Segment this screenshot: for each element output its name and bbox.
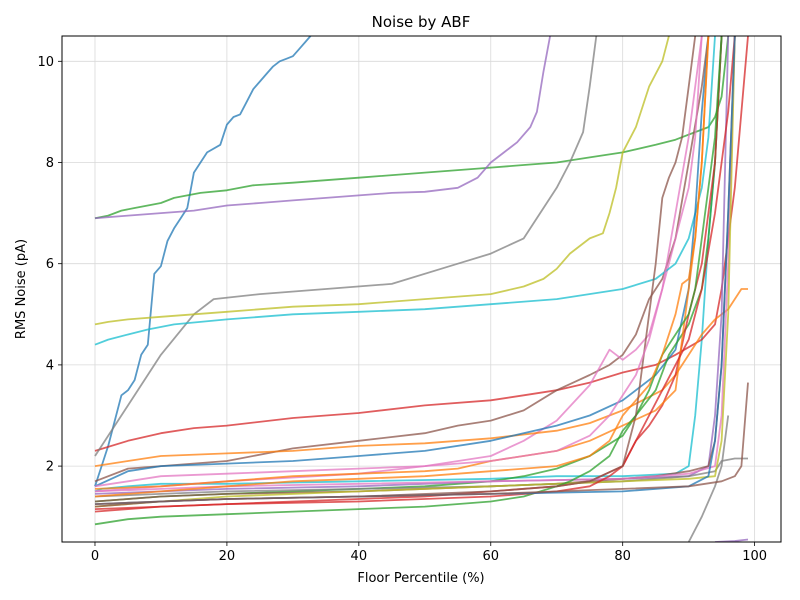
series-line-5 [94, 36, 551, 220]
series-line-19 [94, 36, 736, 508]
y-axis-ticks: 2 4 6 8 10 [37, 55, 62, 475]
series-line-16 [94, 36, 736, 503]
series-line-2 [94, 36, 723, 493]
series-line-1 [94, 36, 312, 487]
x-tick-label: 80 [614, 549, 631, 564]
y-tick-label: 10 [37, 55, 54, 70]
series-line-29 [94, 382, 749, 505]
plot-frame [61, 35, 782, 543]
chart-title: Noise by ABF [372, 13, 471, 31]
series-line-23 [94, 36, 710, 498]
series-line-27 [687, 415, 730, 542]
x-tick-label: 20 [219, 549, 236, 564]
x-tick-label: 0 [91, 549, 99, 564]
series-layer [94, 36, 749, 542]
series-line-8 [94, 36, 598, 457]
series-line-14 [94, 36, 723, 513]
x-axis-ticks: 0 20 40 60 80 100 [91, 542, 767, 564]
series-line-12 [94, 36, 710, 488]
x-tick-label: 100 [742, 549, 767, 564]
series-line-21 [94, 36, 723, 526]
series-line-10 [94, 36, 716, 346]
x-axis-label: Floor Percentile (%) [357, 571, 484, 586]
x-tick-label: 60 [482, 549, 499, 564]
series-line-13 [94, 36, 723, 503]
series-line-25 [94, 36, 703, 488]
series-line-6 [94, 36, 710, 483]
series-line-9 [94, 36, 670, 326]
x-tick-label: 40 [351, 549, 368, 564]
y-tick-label: 6 [46, 257, 54, 272]
y-tick-label: 2 [46, 460, 54, 475]
y-axis-label: RMS Noise (pA) [14, 239, 29, 339]
series-line-20 [94, 36, 710, 490]
y-tick-label: 4 [46, 358, 54, 373]
series-line-4 [94, 36, 749, 452]
series-line-22 [94, 36, 736, 510]
y-tick-label: 8 [46, 156, 54, 171]
